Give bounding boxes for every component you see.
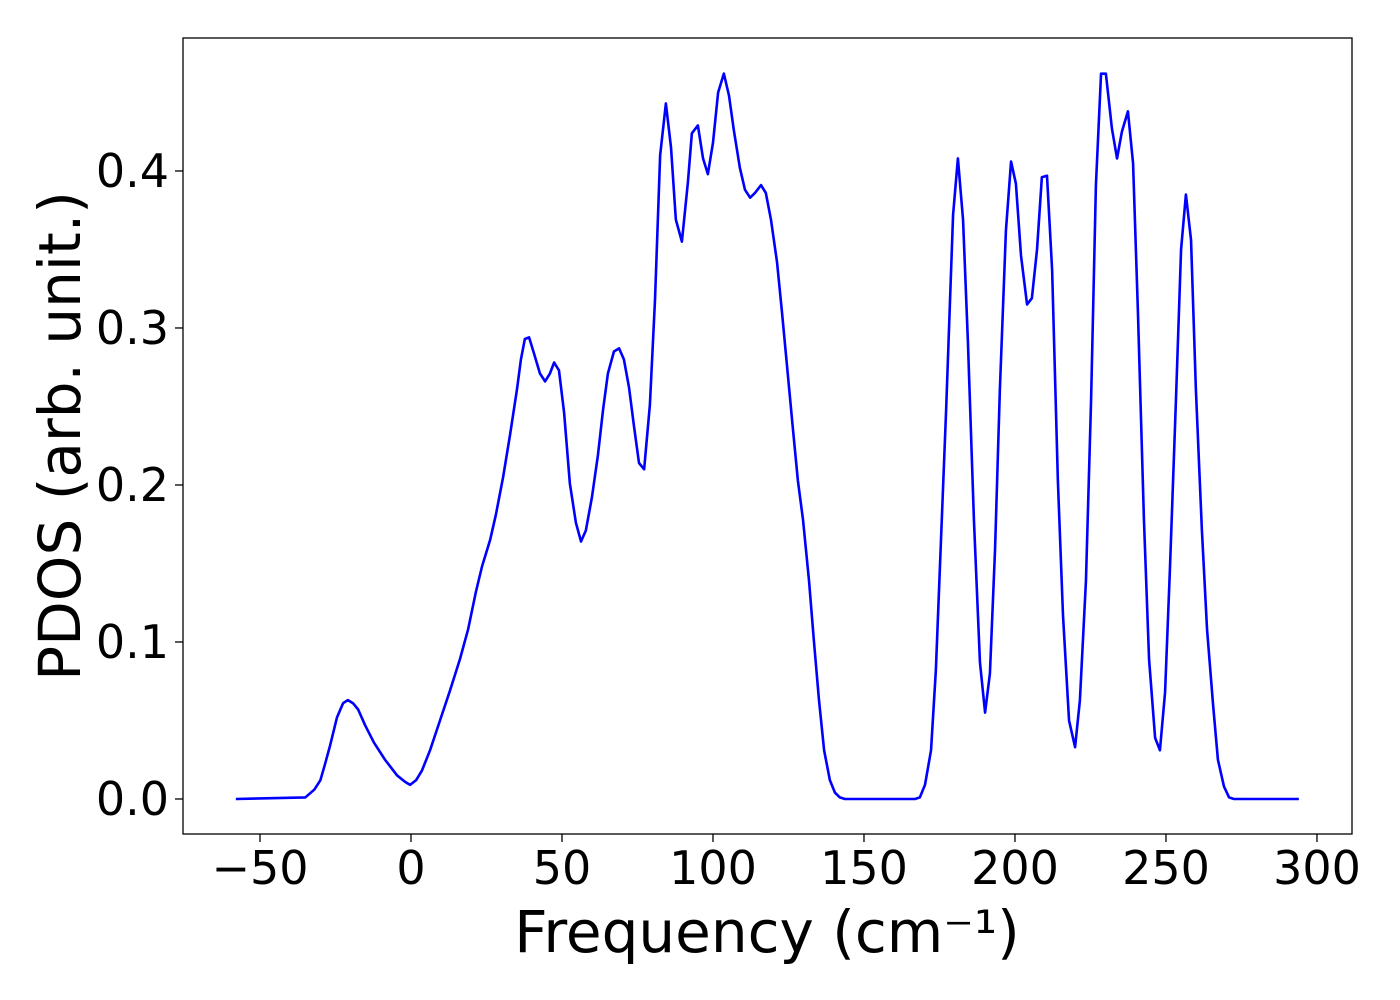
x-tick-label: 150 <box>820 841 908 895</box>
x-axis-label: Frequency (cm⁻¹) <box>514 898 1020 966</box>
y-tick-label: 0.0 <box>96 772 169 826</box>
x-tick-label: 0 <box>396 841 425 895</box>
x-tick-label: 50 <box>533 841 592 895</box>
y-tick-label: 0.3 <box>96 301 169 355</box>
line-series <box>235 72 1299 801</box>
x-tick-label: 100 <box>669 841 757 895</box>
y-tick-label: 0.2 <box>96 458 169 512</box>
plot-frame <box>182 37 1353 835</box>
y-tick-label: 0.1 <box>96 615 169 669</box>
y-axis-label: PDOS (arb. unit.) <box>26 191 94 681</box>
x-tick-label: 200 <box>971 841 1059 895</box>
x-tick-label: 250 <box>1122 841 1210 895</box>
x-tick-label: 300 <box>1273 841 1361 895</box>
x-tick-label: −50 <box>211 841 308 895</box>
y-tick-label: 0.4 <box>96 144 169 198</box>
